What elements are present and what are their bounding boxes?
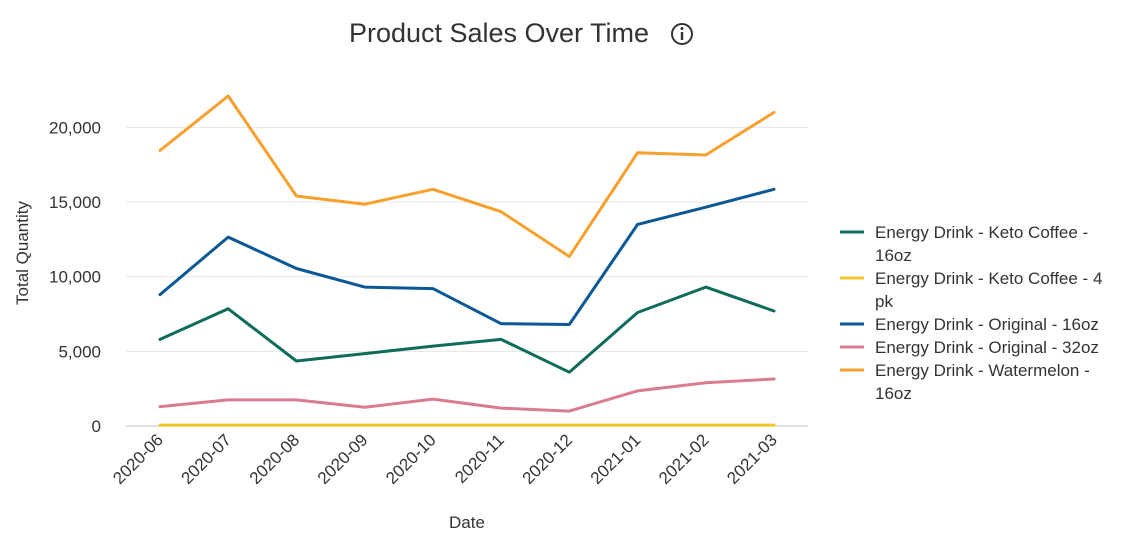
chart-header: Product Sales Over Time bbox=[349, 18, 693, 48]
legend-label: 16oz bbox=[875, 246, 912, 265]
y-tick-label: 0 bbox=[92, 417, 101, 436]
legend-label: Energy Drink - Original - 32oz bbox=[875, 338, 1099, 357]
x-tick-label: 2021-03 bbox=[723, 430, 781, 488]
x-tick-label: 2020-10 bbox=[382, 430, 440, 488]
y-axis-title: Total Quantity bbox=[13, 201, 32, 305]
series-line bbox=[158, 285, 776, 374]
legend-item[interactable]: Energy Drink - Watermelon - 16oz bbox=[840, 361, 1090, 403]
x-tick-label: 2020-11 bbox=[451, 430, 508, 487]
x-tick-label: 2020-12 bbox=[519, 430, 577, 488]
info-icon[interactable] bbox=[671, 23, 693, 45]
legend-item[interactable]: Energy Drink - Keto Coffee - 4 pk bbox=[840, 269, 1102, 311]
x-tick-label: 2020-09 bbox=[314, 430, 372, 488]
x-tick-label: 2020-07 bbox=[177, 430, 235, 488]
legend-label: 16oz bbox=[875, 384, 912, 403]
gridlines bbox=[126, 126, 808, 427]
legend-label: pk bbox=[875, 292, 893, 311]
series-lines bbox=[158, 94, 776, 427]
x-tick-label: 2021-02 bbox=[655, 430, 713, 488]
y-tick-label: 10,000 bbox=[49, 268, 101, 287]
x-tick-label: 2021-01 bbox=[587, 430, 645, 488]
series-line bbox=[158, 187, 776, 326]
chart-title: Product Sales Over Time bbox=[349, 18, 649, 48]
y-tick-label: 20,000 bbox=[49, 118, 101, 137]
y-tick-label: 5,000 bbox=[58, 342, 101, 361]
legend-item[interactable]: Energy Drink - Original - 32oz bbox=[840, 338, 1099, 357]
x-axis: 2020-06 2020-07 2020-08 2020-09 2020-10 2020-… bbox=[109, 430, 781, 488]
series-line bbox=[158, 94, 776, 258]
x-tick-label: 2020-06 bbox=[109, 430, 167, 488]
legend-item[interactable]: Energy Drink - Original - 16oz bbox=[840, 315, 1099, 334]
legend-label: Energy Drink - Keto Coffee - bbox=[875, 223, 1088, 242]
x-axis-title: Date bbox=[449, 513, 485, 532]
legend-label: Energy Drink - Watermelon - bbox=[875, 361, 1090, 380]
y-axis: 0 5,000 10,000 15,000 20,000 bbox=[49, 118, 101, 436]
legend-label: Energy Drink - Original - 16oz bbox=[875, 315, 1099, 334]
x-tick-label: 2020-08 bbox=[246, 430, 304, 488]
legend-item[interactable]: Energy Drink - Keto Coffee - 16oz bbox=[840, 223, 1088, 265]
y-tick-label: 15,000 bbox=[49, 193, 101, 212]
series-line bbox=[158, 377, 776, 413]
legend-label: Energy Drink - Keto Coffee - 4 bbox=[875, 269, 1102, 288]
